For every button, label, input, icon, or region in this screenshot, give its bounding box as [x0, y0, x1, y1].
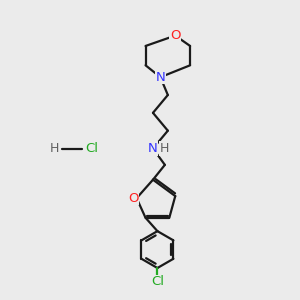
Text: H: H [50, 142, 59, 155]
Text: N: N [148, 142, 157, 155]
Text: N: N [155, 71, 165, 84]
Text: H: H [160, 142, 169, 155]
Text: Cl: Cl [151, 275, 164, 288]
Text: O: O [128, 192, 138, 205]
Text: Cl: Cl [85, 142, 98, 155]
Text: O: O [170, 29, 181, 42]
